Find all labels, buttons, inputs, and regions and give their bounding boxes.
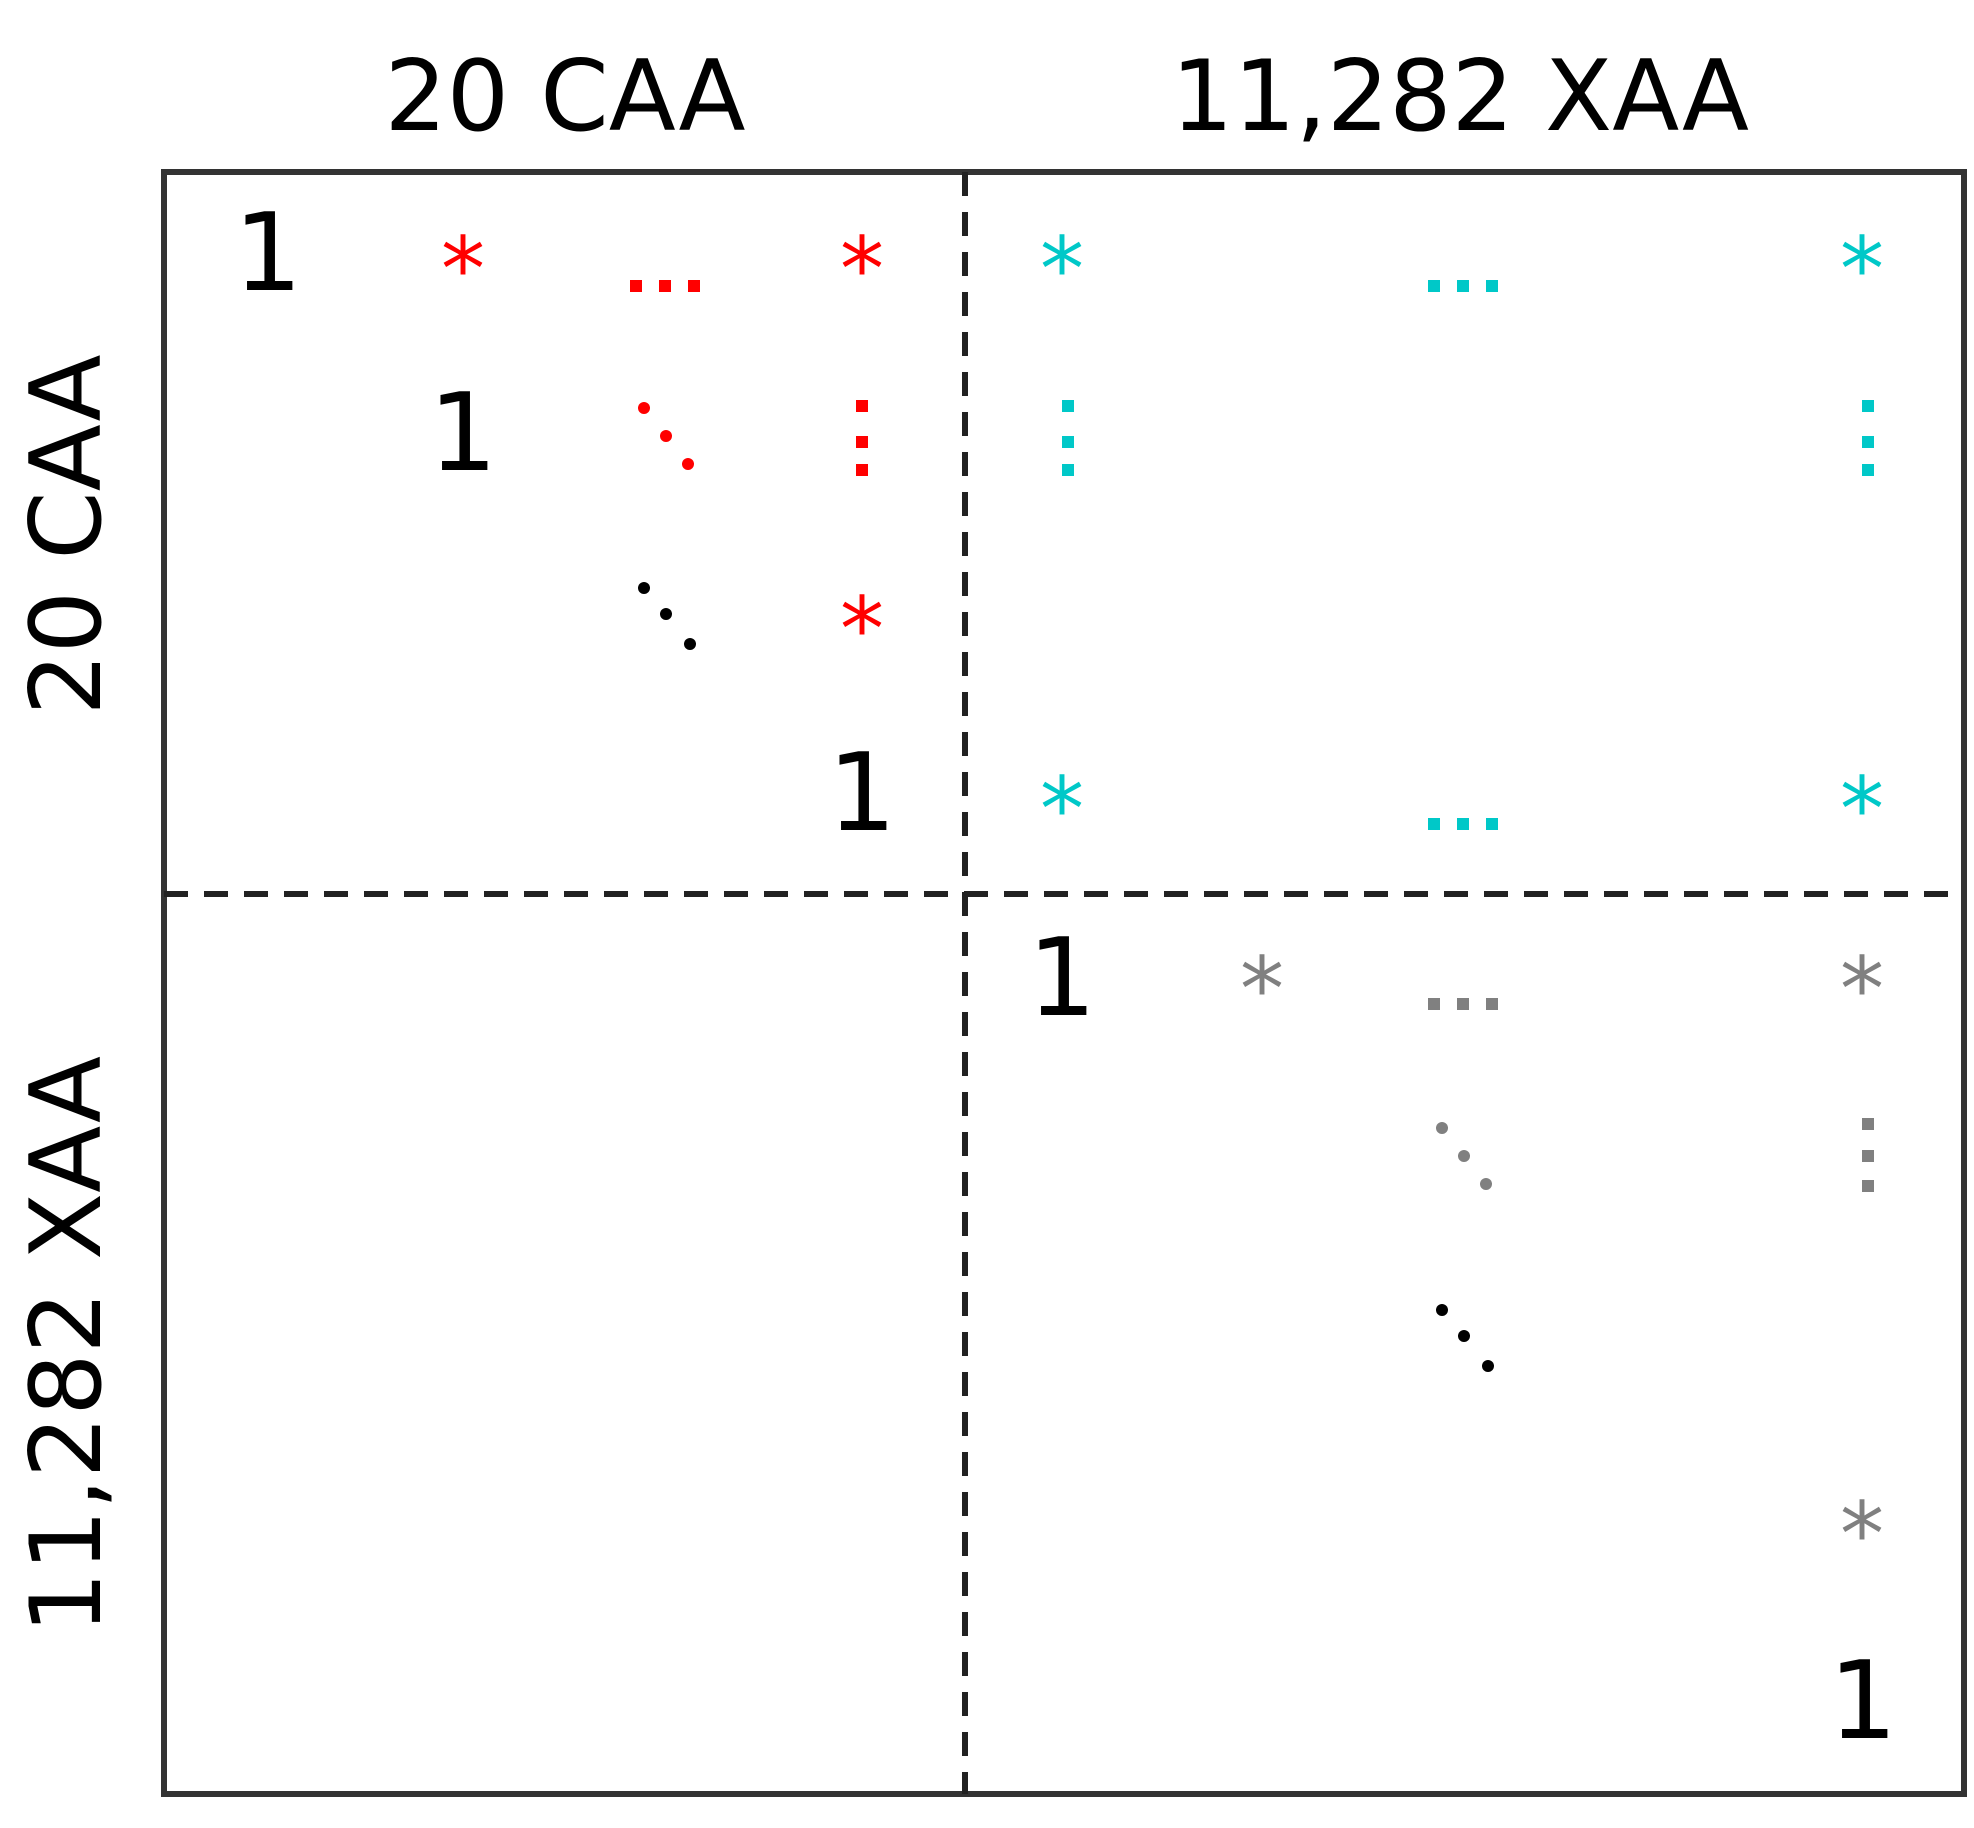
column-header-xaa: 11,282 XAA — [1171, 40, 1749, 154]
diagonal-one: 1 — [1829, 1639, 1898, 1764]
caa-horizontal-ellipsis — [630, 280, 700, 292]
cross-vertical-ellipsis — [1862, 400, 1874, 476]
cross-vertical-ellipsis — [1062, 400, 1074, 476]
xaa-horizontal-ellipsis — [1428, 998, 1498, 1010]
xaa-vertical-ellipsis — [1862, 1118, 1874, 1192]
column-header-caa: 20 CAA — [384, 40, 745, 154]
cross-correlation-star: * — [1040, 758, 1084, 861]
row-header-xaa: 11,282 XAA — [10, 1056, 124, 1634]
caa-correlation-star: * — [840, 218, 884, 321]
cross-horizontal-ellipsis — [1428, 818, 1498, 830]
diagonal-one: 1 — [1028, 916, 1097, 1041]
diagonal-one: 1 — [429, 371, 498, 496]
diagonal-ellipsis — [638, 582, 696, 650]
matrix-border — [161, 169, 1967, 1797]
row-header-caa: 20 CAA — [10, 354, 124, 715]
cross-correlation-star: * — [1040, 218, 1084, 321]
diagonal-one: 1 — [828, 731, 897, 856]
caa-diagonal-ellipsis — [638, 402, 694, 470]
diagonal-ellipsis — [1436, 1304, 1494, 1372]
cross-correlation-star: * — [1840, 758, 1884, 861]
xaa-correlation-star: * — [1840, 1483, 1884, 1586]
xaa-correlation-star: * — [1840, 938, 1884, 1041]
caa-correlation-star: * — [840, 578, 884, 681]
diagonal-one: 1 — [234, 191, 303, 316]
caa-vertical-ellipsis — [856, 400, 868, 476]
cross-horizontal-ellipsis — [1428, 280, 1498, 292]
cross-correlation-star: * — [1840, 218, 1884, 321]
caa-correlation-star: * — [441, 218, 485, 321]
xaa-diagonal-ellipsis — [1436, 1122, 1492, 1190]
xaa-correlation-star: * — [1240, 938, 1284, 1041]
